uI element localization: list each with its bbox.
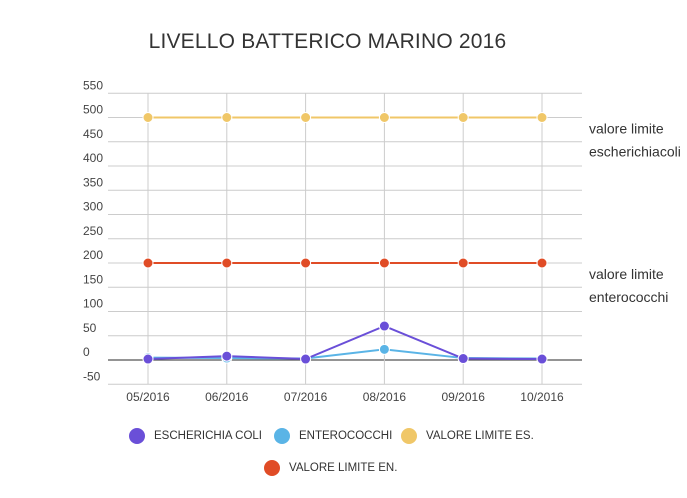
x-axis-ticks: 05/2016 06/2016 07/2016 08/2016 09/2016 10/20… <box>126 390 564 404</box>
y-tick-label: 450 <box>83 127 103 141</box>
y-tick-label: 200 <box>83 248 103 262</box>
grid-lines <box>108 92 582 385</box>
data-point <box>536 353 548 365</box>
legend-item: VALORE LIMITE ES. <box>401 428 534 444</box>
data-point <box>142 257 154 269</box>
series-lines <box>142 112 548 365</box>
data-point <box>536 112 548 123</box>
data-point <box>536 257 548 269</box>
legend-marker-icon <box>264 460 280 476</box>
y-tick-label: 0 <box>83 345 90 359</box>
x-tick-label: 06/2016 <box>205 390 249 404</box>
legend-label: VALORE LIMITE EN. <box>289 462 398 474</box>
annotation-text: valore limite <box>589 266 664 282</box>
x-tick-label: 10/2016 <box>520 390 564 404</box>
legend-item: ESCHERICHIA COLI <box>129 428 262 444</box>
y-tick-label: 150 <box>83 272 103 286</box>
data-point <box>457 353 469 365</box>
y-tick-label: 550 <box>83 78 103 92</box>
data-point <box>142 353 154 365</box>
x-tick-label: 07/2016 <box>284 390 328 404</box>
data-point <box>221 112 233 123</box>
data-point <box>300 112 312 123</box>
data-point <box>378 112 390 123</box>
y-tick-label: 500 <box>83 103 103 117</box>
y-tick-label: 350 <box>83 175 103 189</box>
data-point <box>300 257 312 269</box>
data-point <box>300 353 312 365</box>
data-point <box>378 257 390 269</box>
y-tick-label: 100 <box>83 297 103 311</box>
annotation-text: escherichiacoli <box>589 144 681 160</box>
data-point <box>378 320 390 332</box>
annotation-text: valore limite <box>589 121 664 137</box>
legend-label: ENTEROCOCCHI <box>299 430 393 442</box>
annotation-text: enterococchi <box>589 289 668 305</box>
data-point <box>378 343 390 355</box>
legend-marker-icon <box>129 428 145 444</box>
y-tick-label: -50 <box>83 369 101 383</box>
series-line <box>147 324 543 361</box>
x-tick-label: 09/2016 <box>442 390 486 404</box>
y-tick-label: 300 <box>83 200 103 214</box>
legend-item: VALORE LIMITE EN. <box>264 460 397 476</box>
legend-item: ENTEROCOCCHI <box>274 428 392 444</box>
x-tick-label: 08/2016 <box>363 390 407 404</box>
y-tick-label: 400 <box>83 151 103 165</box>
data-point <box>457 112 469 123</box>
y-tick-label: 250 <box>83 224 103 238</box>
legend-label: VALORE LIMITE ES. <box>426 430 534 442</box>
data-point <box>142 112 154 123</box>
chart-title: LIVELLO BATTERICO MARINO 2016 <box>148 30 507 53</box>
x-tick-label: 05/2016 <box>126 390 170 404</box>
legend-marker-icon <box>401 428 417 444</box>
data-point <box>457 257 469 269</box>
legend-marker-icon <box>274 428 290 444</box>
annotations: valore limite escherichiacoli valore limit… <box>589 121 681 306</box>
data-point <box>221 257 233 269</box>
data-point <box>221 350 233 362</box>
y-tick-label: 50 <box>83 321 97 335</box>
legend-label: ESCHERICHIA COLI <box>154 430 262 442</box>
